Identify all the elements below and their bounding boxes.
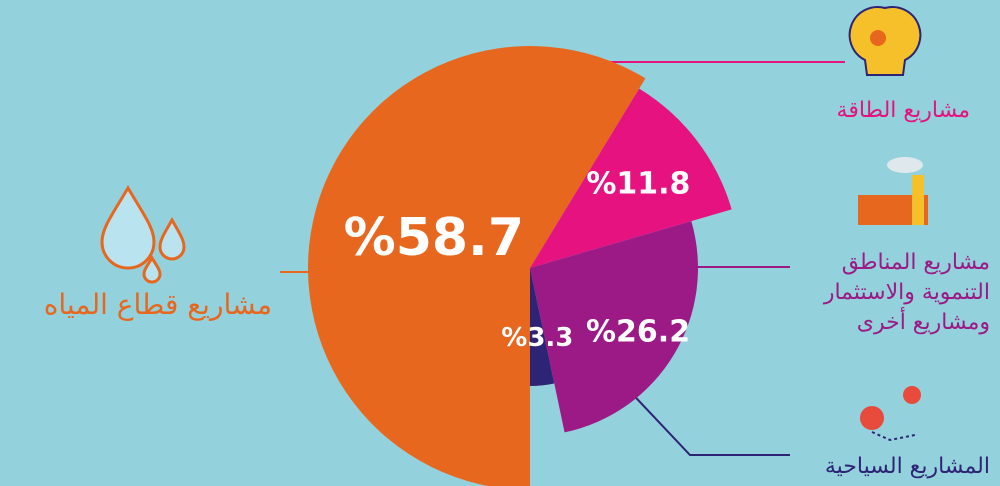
gear [870,30,886,46]
pie-slice [308,46,646,486]
category-label: مشاريع المناطق التنموية والاستثمار ومشار… [823,250,990,335]
factory-icon [858,157,928,225]
category-label: مشاريع قطاع المياه [43,288,272,321]
pie-slice [530,221,698,433]
energy-icon [848,6,922,76]
chimney [912,175,924,225]
value-label: %26.2 [586,314,690,349]
category-label: مشاريع الطاقة [836,98,970,123]
pin [860,406,884,430]
pie-slice [530,88,732,268]
water-icon [100,185,186,284]
drop [100,185,156,270]
drop [142,255,162,284]
pie-slice [530,268,555,386]
path [871,431,916,442]
drop [158,216,186,261]
smoke [887,157,923,173]
pin [903,386,921,404]
category-label: المشاريع السياحية [824,454,990,479]
value-label: %11.8 [586,167,690,202]
map-icon [860,386,921,442]
value-label: %58.7 [344,208,524,268]
value-label: %3.3 [501,323,573,353]
